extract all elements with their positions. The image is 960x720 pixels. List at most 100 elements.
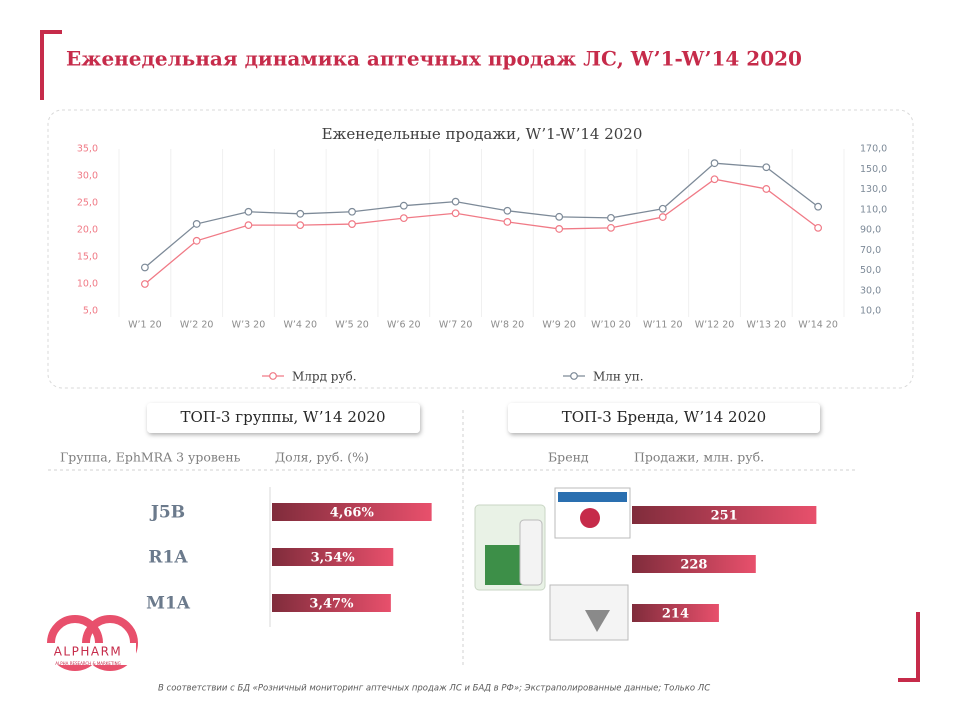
bar-shade	[632, 506, 817, 524]
data-point	[140, 263, 149, 272]
value-label: 214	[662, 607, 689, 622]
product-pack	[485, 545, 525, 585]
x-tick-label: W’6 20	[387, 320, 421, 331]
value-label: 3,54%	[311, 551, 356, 566]
data-point	[710, 159, 719, 168]
data-point	[399, 214, 408, 223]
y-tick-label: 25,0	[77, 198, 98, 209]
data-point	[244, 221, 253, 230]
value-header: Доля, руб. (%)	[275, 450, 369, 465]
y-tick-label: 5,0	[83, 306, 98, 317]
product-pack	[580, 508, 600, 528]
data-point	[658, 204, 667, 213]
product-pack	[558, 492, 627, 502]
legend-label: Млрд руб.	[292, 370, 357, 384]
data-point	[451, 209, 460, 218]
series-line	[144, 178, 819, 285]
data-point	[555, 225, 564, 233]
x-tick-label: W’12 20	[695, 320, 735, 331]
data-point	[814, 223, 823, 232]
data-point	[658, 213, 667, 221]
bar-shade	[272, 503, 432, 521]
x-tick-label: W’14 20	[798, 320, 838, 331]
data-point	[503, 206, 512, 215]
value-label: 228	[680, 558, 707, 573]
chart-frame	[47, 109, 914, 389]
product-images	[474, 487, 631, 641]
y-tick-label: 15,0	[77, 252, 98, 263]
data-point	[192, 220, 201, 228]
value-label: 3,47%	[309, 597, 354, 612]
data-point	[607, 213, 615, 222]
data-point	[503, 217, 512, 226]
x-tick-label: W’13 20	[747, 320, 787, 331]
y-tick-label: 35,0	[77, 144, 98, 155]
bar-shade	[632, 604, 719, 622]
legend-marker	[269, 372, 277, 380]
x-tick-label: W’8 20	[491, 320, 525, 331]
bar-shade	[272, 548, 394, 566]
x-tick-label: W’7 20	[439, 320, 473, 331]
x-tick-label: W’2 20	[180, 320, 214, 331]
value-header: Продажи, млн. руб.	[634, 450, 764, 465]
data-point	[762, 185, 771, 193]
panel-title: ТОП-3 Бренда, W’14 2020	[562, 408, 766, 426]
product-bottle	[519, 519, 543, 586]
category-label: M1A	[146, 594, 191, 614]
y2-tick-label: 70,0	[860, 245, 881, 256]
data-point	[762, 163, 771, 172]
y2-tick-label: 90,0	[860, 225, 881, 236]
bar-shade	[272, 594, 391, 612]
data-point	[348, 220, 356, 228]
series-line	[144, 162, 819, 268]
x-tick-label: W’3 20	[232, 320, 266, 331]
y2-tick-label: 110,0	[860, 204, 887, 215]
data-point	[140, 280, 149, 288]
footnote: В соответствии с БД «Розничный мониторин…	[158, 684, 710, 694]
category-header: Бренд	[548, 450, 589, 465]
legend-label: Млн уп.	[593, 370, 644, 384]
y2-tick-label: 130,0	[860, 184, 887, 195]
logo: ALPHARM ALPHA RESEARCH & MARKETING	[46, 615, 138, 671]
slide-title: Еженедельная динамика аптечных продаж ЛС…	[66, 47, 802, 71]
x-tick-label: W’1 20	[128, 320, 162, 331]
value-label: 251	[711, 509, 738, 524]
y2-tick-label: 150,0	[860, 164, 887, 175]
corner-bracket	[898, 612, 920, 682]
y2-tick-label: 10,0	[860, 306, 881, 317]
logo-band	[46, 643, 136, 665]
chart-title: Еженедельные продажи, W’1-W’14 2020	[322, 125, 643, 143]
data-point	[451, 197, 460, 206]
y-tick-label: 10,0	[77, 279, 98, 290]
panel-title: ТОП-3 группы, W’14 2020	[180, 408, 385, 426]
data-point	[607, 223, 615, 232]
y2-tick-label: 50,0	[860, 265, 881, 276]
data-point	[555, 212, 564, 221]
y-tick-label: 30,0	[77, 171, 98, 182]
data-point	[192, 236, 201, 245]
legend-marker	[570, 372, 578, 380]
data-point	[710, 175, 719, 184]
data-point	[814, 202, 823, 211]
y-tick-label: 20,0	[77, 225, 98, 236]
data-point	[399, 201, 408, 210]
y2-tick-label: 170,0	[860, 144, 887, 155]
logo-name: ALPHARM	[54, 645, 123, 659]
product-pack	[585, 610, 610, 632]
x-tick-label: W’4 20	[283, 320, 317, 331]
value-label: 4,66%	[330, 506, 375, 521]
corner-bracket	[40, 30, 62, 100]
bar-shade	[632, 555, 756, 573]
data-point	[296, 209, 305, 218]
panel-title-box	[147, 403, 420, 433]
data-point	[296, 221, 305, 230]
logo-tagline: ALPHA RESEARCH & MARKETING	[55, 661, 120, 666]
x-tick-label: W’10 20	[591, 320, 631, 331]
data-point	[348, 207, 356, 216]
panel-title-box	[508, 403, 820, 433]
category-label: R1A	[148, 548, 188, 568]
category-label: J5B	[149, 503, 185, 523]
x-tick-label: W’11 20	[643, 320, 683, 331]
